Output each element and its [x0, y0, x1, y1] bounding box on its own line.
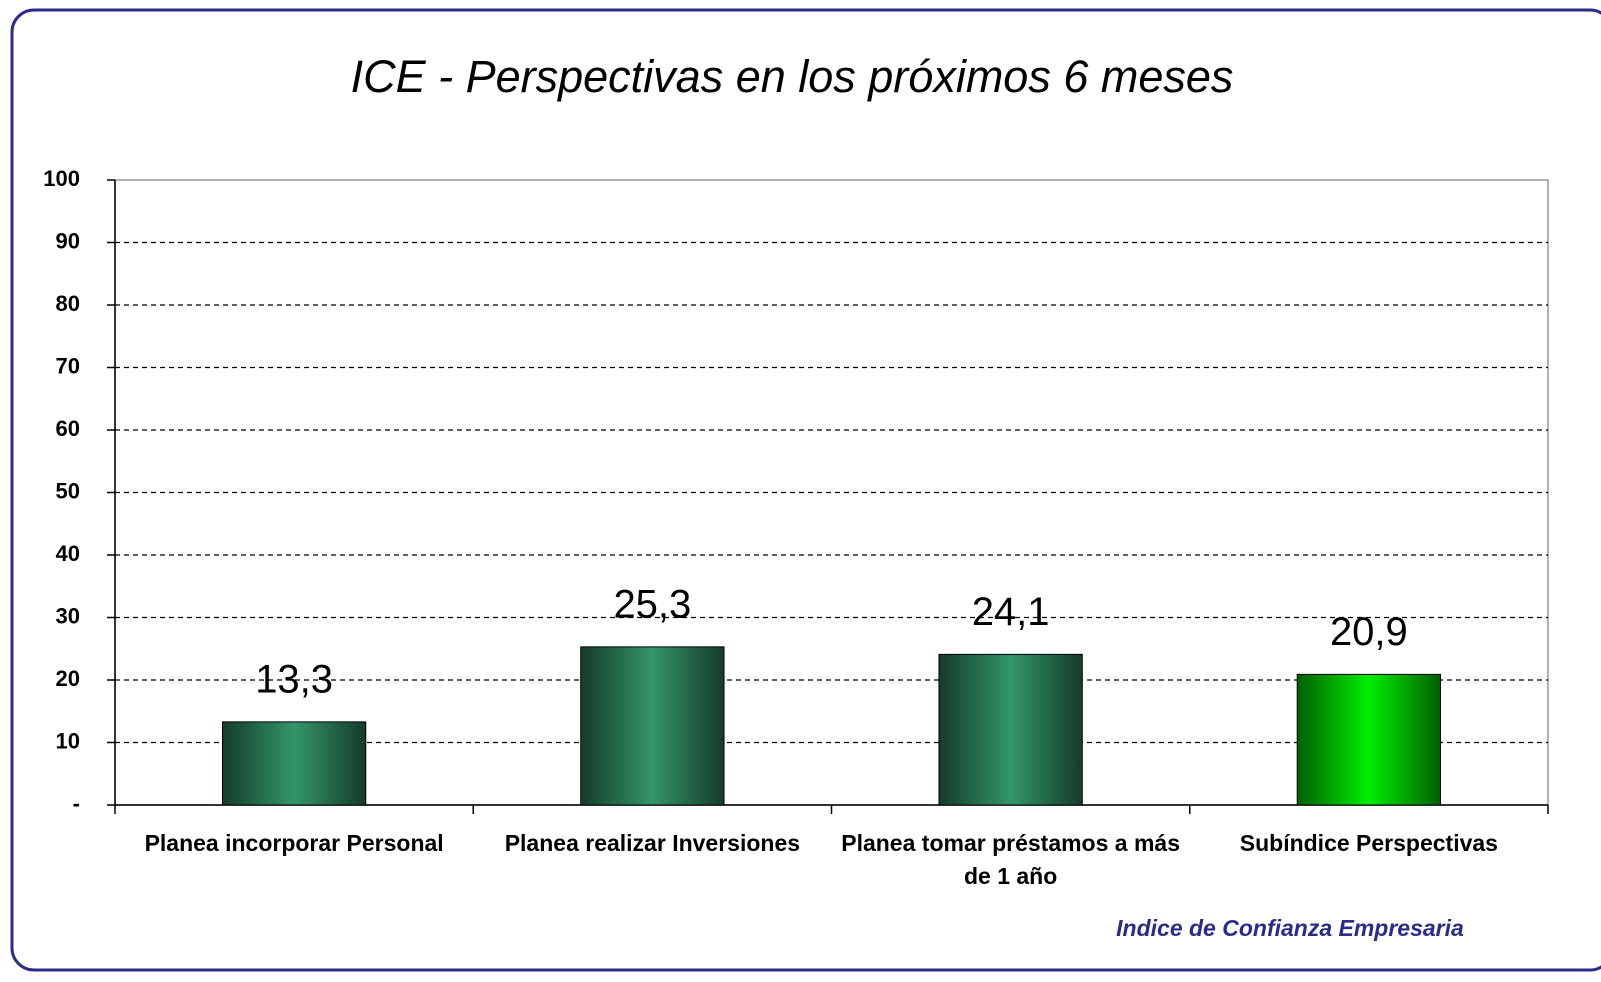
value-label: 25,3: [613, 582, 691, 626]
bar-shading: [580, 646, 725, 805]
value-label: 24,1: [972, 590, 1050, 634]
y-tick-label: 10: [56, 728, 80, 753]
value-label: 20,9: [1330, 610, 1408, 654]
x-tick-label: Subíndice Perspectivas: [1239, 830, 1498, 856]
y-tick-label: 100: [43, 166, 80, 191]
y-tick-label: -: [73, 791, 80, 816]
x-tick-label: Planea tomar préstamos a más de 1 año: [841, 830, 1181, 889]
value-label: 13,3: [255, 657, 333, 701]
x-tick-label: Planea incorporar Personal: [144, 830, 444, 856]
y-tick-label: 90: [56, 228, 80, 253]
y-tick-label: 20: [56, 666, 80, 691]
annotation: Indice de Confianza Empresaria: [1116, 915, 1464, 941]
y-tick-label: 70: [56, 353, 80, 378]
y-tick-label: 30: [56, 603, 80, 628]
x-tick-label: Planea realizar Inversiones: [504, 830, 801, 856]
frame: [10, 8, 1601, 972]
chart-title: ICE - Perspectivas en los próximos 6 mes…: [351, 51, 1234, 102]
y-tick-label: 80: [56, 291, 80, 316]
bar-shading: [1297, 674, 1441, 805]
y-tick-label: 50: [56, 478, 80, 503]
y-tick-label: 60: [56, 416, 80, 441]
bar-shading: [222, 721, 366, 805]
bar-shading: [938, 654, 1083, 805]
y-tick-label: 40: [56, 541, 80, 566]
